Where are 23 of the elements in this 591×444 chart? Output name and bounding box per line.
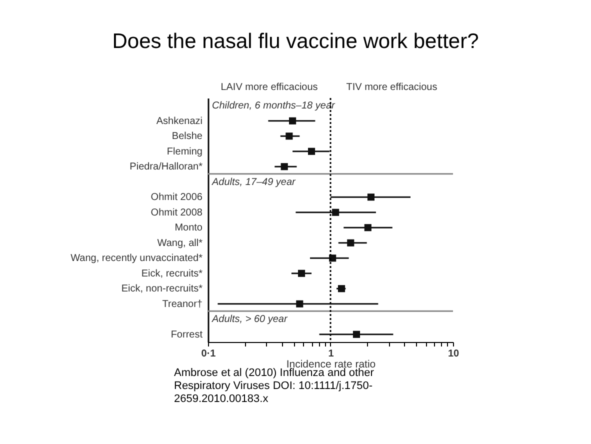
y-tick-label: Treanor† (162, 298, 202, 310)
text: LAIV more efficacious (220, 82, 318, 93)
x-tick-label: 10 (448, 348, 460, 360)
x-tick-label: 1 (328, 348, 334, 360)
y-tick-label: Monto (174, 222, 203, 234)
y-tick-label: Belshe (172, 131, 203, 142)
x-tick-label: 0·1 (201, 348, 216, 360)
y-tick-label: Fleming (166, 146, 202, 158)
y-tick-label: Eick, non-recruits* (121, 284, 203, 295)
y-tick-label: Ohmit 2006 (150, 192, 203, 204)
text: TIV more efficacious (346, 82, 438, 93)
text: Ambrose et al (2010) Influenza and other Respiratory Viruses DOI: 10:1111/j.1750-2659.2010.00183.x (174, 367, 374, 406)
annotation: Adults, 17–49 year (211, 176, 296, 188)
annotation: Children, 6 months–18 year (212, 100, 336, 112)
chart-title: Does the nasal flu vaccine work better? (111, 30, 480, 54)
annotation: Adults, > 60 year (211, 314, 288, 326)
y-tick-label: Ohmit 2008 (150, 207, 203, 218)
y-tick-label: Wang, recently unvaccinated* (70, 253, 203, 264)
y-tick-label: Piedra/Halloran* (130, 162, 203, 173)
y-tick-label: Eick, recruits* (141, 268, 203, 280)
y-tick-label: Ashkenazi (156, 116, 202, 127)
y-tick-label: Forrest (170, 329, 203, 340)
y-tick-label: Wang, all* (157, 238, 203, 249)
